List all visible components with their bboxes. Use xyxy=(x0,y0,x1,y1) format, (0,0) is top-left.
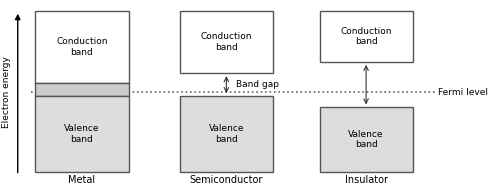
Bar xyxy=(180,11,273,73)
Text: Valence
band: Valence band xyxy=(208,124,244,144)
Text: Conduction
band: Conduction band xyxy=(341,27,392,46)
Bar xyxy=(36,96,129,172)
Text: Insulator: Insulator xyxy=(345,175,388,185)
Text: Valence
band: Valence band xyxy=(348,130,384,149)
Bar xyxy=(180,96,273,172)
Text: Conduction
band: Conduction band xyxy=(200,32,252,52)
Bar xyxy=(36,11,129,83)
Text: Conduction
band: Conduction band xyxy=(56,37,108,56)
Text: Band gap: Band gap xyxy=(236,80,279,89)
Text: Valence
band: Valence band xyxy=(64,124,100,144)
Bar xyxy=(319,11,413,62)
Text: Metal: Metal xyxy=(68,175,96,185)
Bar xyxy=(319,107,413,172)
Text: Fermi level: Fermi level xyxy=(438,88,488,97)
Bar xyxy=(36,83,129,96)
Text: Semiconductor: Semiconductor xyxy=(190,175,263,185)
Text: Electron energy: Electron energy xyxy=(2,56,11,128)
